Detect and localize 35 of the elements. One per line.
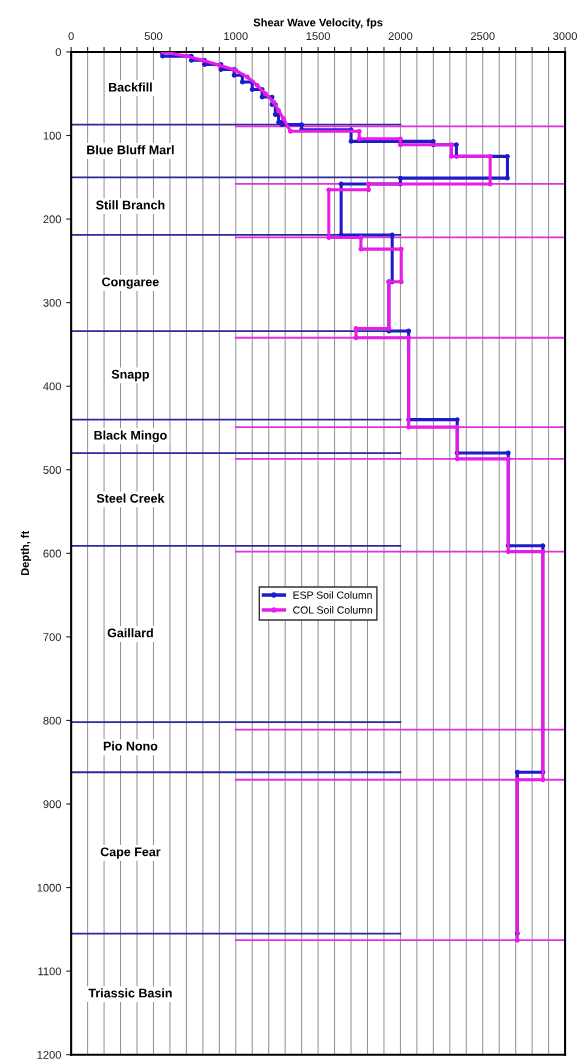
y-tick-label: 1200 — [37, 1050, 61, 1059]
y-tick-label: 700 — [43, 633, 61, 642]
x-axis-title: Shear Wave Velocity, fps — [253, 18, 383, 29]
y-tick-label: 800 — [43, 716, 61, 725]
y-tick-label: 300 — [43, 298, 61, 307]
annotation: Snapp — [111, 369, 150, 382]
x-tick-label: 0 — [68, 32, 74, 41]
annotation: Gaillard — [107, 628, 153, 638]
y-tick-label: 900 — [43, 800, 61, 809]
annotation: Cape Fear — [100, 847, 161, 859]
y-tick-label: 200 — [43, 215, 61, 224]
legend-label: ESP Soil Column — [293, 591, 372, 599]
y-tick-label: 400 — [43, 382, 61, 391]
x-tick-label: 500 — [144, 32, 163, 41]
x-tick-label: 2000 — [388, 32, 413, 41]
annotation: Triassic Basin — [88, 988, 172, 998]
annotation: Still Branch — [96, 200, 165, 210]
x-tick-label: 2500 — [470, 32, 495, 41]
x-tick-label: 1500 — [306, 32, 331, 41]
y-tick-label: 1100 — [38, 967, 61, 976]
x-tick-label: 3000 — [553, 32, 577, 41]
y-axis-title: Depth, ft — [20, 530, 32, 576]
y-tick-label: 500 — [43, 466, 61, 474]
y-tick-label: 600 — [43, 549, 61, 558]
annotation: Black Mingo — [94, 430, 167, 443]
legend-label: COL Soil Column — [293, 606, 373, 614]
annotation: Pio Nono — [103, 741, 158, 751]
y-tick-label: 0 — [55, 48, 61, 57]
annotation: Congaree — [102, 277, 159, 289]
y-tick-label: 100 — [43, 131, 61, 140]
annotation: Backfill — [109, 82, 152, 92]
x-tick-label: 1000 — [224, 32, 248, 41]
annotation: Steel Creek — [96, 493, 165, 503]
annotation: Blue Bluff Marl — [87, 145, 174, 155]
y-tick-label: 1000 — [37, 883, 61, 892]
